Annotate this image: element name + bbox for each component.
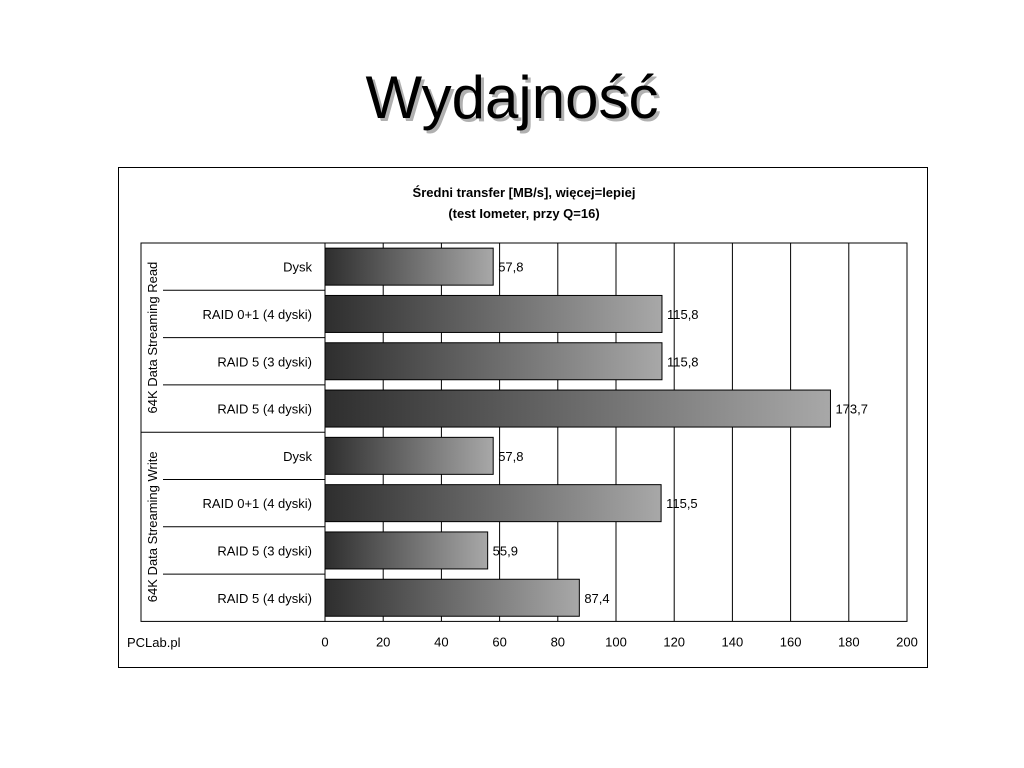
data-label: 115,8 <box>667 307 699 322</box>
data-label: 57,8 <box>498 449 523 464</box>
bar-chart: 57,8 115,8 115,8 173,7 57,8 115,5 55,9 87,4 Dys… <box>140 242 918 649</box>
tick-label: 40 <box>434 634 448 649</box>
bar <box>324 294 663 333</box>
bar <box>324 578 580 617</box>
source-label: PCLab.pl <box>127 635 181 650</box>
data-label: 115,8 <box>667 354 699 369</box>
tick-label: 0 <box>321 634 328 649</box>
chart-subtitle: (test Iometer, przy Q=16) <box>448 206 600 221</box>
tick-label: 80 <box>551 634 565 649</box>
bar <box>324 484 662 523</box>
tick-label: 140 <box>722 634 744 649</box>
bar <box>324 436 494 475</box>
data-label: 115,5 <box>666 496 698 511</box>
category-label: RAID 5 (3 dyski) <box>217 543 312 558</box>
bar <box>324 531 489 570</box>
category-label: Dysk <box>283 260 312 275</box>
tick-label: 120 <box>663 634 685 649</box>
chart-title: Średni transfer [MB/s], więcej=lepiej <box>412 185 636 200</box>
chart-panel: Średni transfer [MB/s], więcej=lepiej (t… <box>118 167 928 668</box>
data-label: 55,9 <box>493 543 518 558</box>
data-label: 173,7 <box>835 402 868 417</box>
category-label: RAID 5 (3 dyski) <box>217 354 312 369</box>
bar <box>324 342 663 381</box>
group-label: 64K Data Streaming Write <box>145 451 160 602</box>
tick-label: 20 <box>376 634 390 649</box>
category-label: RAID 5 (4 dyski) <box>217 591 312 606</box>
category-label: Dysk <box>283 449 312 464</box>
group-label: 64K Data Streaming Read <box>145 262 160 414</box>
tick-label: 160 <box>780 634 802 649</box>
slide-title: Wydajność <box>365 64 659 131</box>
category-label: RAID 0+1 (4 dyski) <box>203 307 312 322</box>
tick-label: 200 <box>896 634 918 649</box>
category-label: RAID 5 (4 dyski) <box>217 402 312 417</box>
tick-label: 60 <box>492 634 506 649</box>
bar <box>324 247 494 286</box>
tick-label: 180 <box>838 634 860 649</box>
category-label: RAID 0+1 (4 dyski) <box>203 496 312 511</box>
tick-label: 100 <box>605 634 627 649</box>
data-label: 57,8 <box>498 260 523 275</box>
data-label: 87,4 <box>584 591 609 606</box>
bar <box>324 389 831 428</box>
